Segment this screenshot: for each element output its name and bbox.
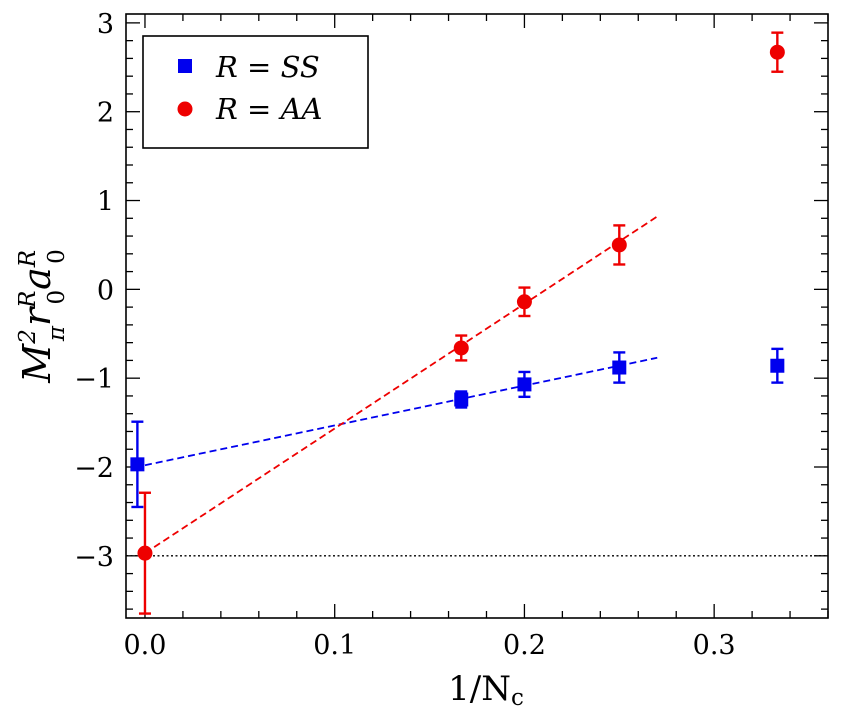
legend-box bbox=[142, 35, 369, 149]
fit-line-ss bbox=[144, 356, 658, 467]
data-point-aa bbox=[611, 237, 627, 253]
y-tick-labels: −3 −2 −1 0 1 2 3 bbox=[74, 9, 114, 573]
x-tick-label: 0.3 bbox=[693, 630, 736, 661]
data-point-ss bbox=[130, 457, 145, 472]
y-tick-label: −1 bbox=[74, 364, 114, 395]
y-tick-label: 1 bbox=[97, 187, 114, 218]
plot-frame bbox=[125, 13, 829, 619]
data-point-aa bbox=[453, 340, 469, 356]
x-tick-label: 0.0 bbox=[123, 630, 166, 661]
y-tick-label: 3 bbox=[97, 9, 114, 40]
data-points-layer bbox=[130, 31, 785, 615]
legend: R = SS R = AA bbox=[142, 35, 369, 149]
y-tick-label: 2 bbox=[97, 98, 114, 129]
ticks-layer bbox=[126, 14, 829, 618]
legend-label-ss: R = SS bbox=[215, 50, 320, 84]
data-point-aa bbox=[769, 44, 785, 60]
x-tick-label: 0.1 bbox=[313, 630, 356, 661]
legend-marker-ss bbox=[178, 59, 192, 73]
x-tick-labels: 0.0 0.1 0.2 0.3 bbox=[123, 630, 735, 661]
data-point-ss bbox=[454, 392, 469, 407]
fit-line-aa bbox=[144, 215, 658, 554]
data-point-aa bbox=[516, 294, 532, 310]
x-axis-label-subscript: c bbox=[511, 685, 524, 711]
y-tick-label: −2 bbox=[74, 453, 114, 484]
y-tick-label: −3 bbox=[74, 542, 114, 573]
y-tick-label: 0 bbox=[97, 275, 114, 306]
data-point-ss bbox=[612, 360, 627, 375]
fit-lines-layer bbox=[144, 215, 658, 554]
y-axis-label: M2 πrR 0aR 0 bbox=[15, 249, 70, 383]
data-point-ss bbox=[517, 377, 532, 392]
data-point-aa bbox=[137, 545, 153, 561]
legend-marker-aa bbox=[177, 101, 193, 117]
data-point-ss bbox=[770, 358, 785, 373]
legend-label-aa: R = AA bbox=[215, 92, 322, 126]
x-axis-label: 1/Nc bbox=[448, 669, 524, 711]
x-tick-label: 0.2 bbox=[503, 630, 546, 661]
x-axis-label-main: 1/N bbox=[448, 669, 511, 709]
